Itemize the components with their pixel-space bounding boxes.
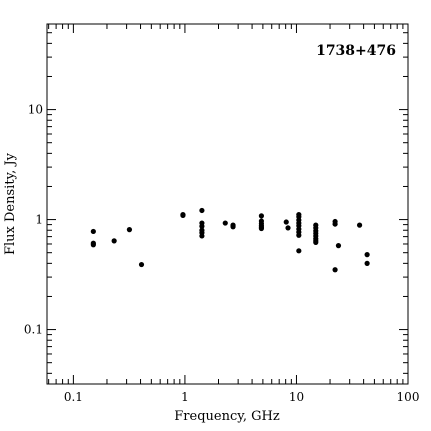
x-tick-label: 1 bbox=[181, 390, 189, 404]
data-point bbox=[335, 243, 342, 249]
data-point bbox=[126, 227, 133, 233]
data-point bbox=[90, 242, 96, 248]
data-point bbox=[332, 221, 338, 227]
data-point bbox=[199, 223, 205, 229]
data-point bbox=[230, 224, 236, 230]
data-point bbox=[222, 220, 228, 226]
data-point bbox=[111, 238, 117, 244]
plot-frame bbox=[46, 23, 409, 385]
data-point bbox=[180, 212, 186, 218]
data-point bbox=[258, 213, 265, 219]
axis-ticks bbox=[47, 23, 409, 384]
data-point bbox=[199, 207, 205, 214]
x-tick-label: 100 bbox=[397, 390, 420, 404]
data-points bbox=[90, 207, 370, 273]
y-tick-label: 0.1 bbox=[24, 323, 43, 337]
data-point bbox=[283, 219, 289, 225]
axis-tick-labels: 0.1 1 10 100 0.1 1 10 bbox=[24, 103, 420, 404]
data-point bbox=[332, 267, 338, 273]
y-tick-label: 1 bbox=[35, 213, 43, 227]
x-tick-label: 10 bbox=[289, 390, 304, 404]
y-axis-title: Flux Density, Jy bbox=[3, 152, 18, 255]
data-point bbox=[356, 222, 363, 228]
data-point bbox=[364, 252, 370, 258]
data-point bbox=[199, 233, 205, 239]
source-label: 1738+476 bbox=[316, 43, 396, 59]
data-point bbox=[138, 261, 145, 268]
data-point bbox=[364, 260, 370, 266]
y-tick-label: 10 bbox=[28, 103, 43, 117]
x-tick-label: 0.1 bbox=[64, 390, 83, 404]
data-point bbox=[258, 225, 265, 232]
data-point bbox=[313, 239, 319, 246]
data-point bbox=[90, 228, 96, 235]
data-point bbox=[296, 232, 302, 238]
data-point bbox=[296, 248, 302, 254]
data-point bbox=[285, 225, 291, 231]
x-axis-title: Frequency, GHz bbox=[174, 409, 280, 424]
